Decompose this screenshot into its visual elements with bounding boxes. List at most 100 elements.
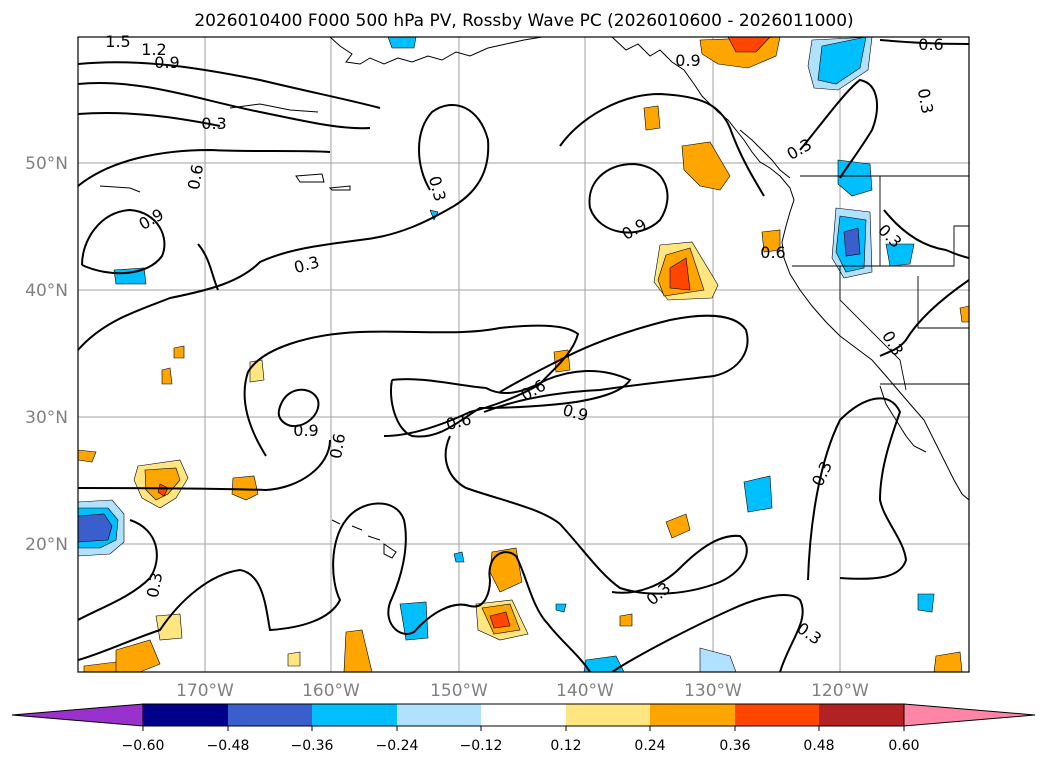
contour-0p3-south	[78, 502, 591, 672]
vancouver-island	[739, 129, 791, 179]
map-area: 1.5 1.2 0.9 0.3 0.6 0.9 0.3 0.3 0.9 0.9 …	[25, 32, 970, 701]
contour-0p6-northeast	[879, 39, 969, 45]
colorbar-segment	[397, 704, 481, 726]
contour-label: 0.6	[760, 243, 785, 262]
coastlines	[99, 37, 969, 559]
pos-anomaly-173w-11n	[115, 639, 161, 672]
aleutian-coast-segment	[99, 185, 141, 193]
colorbar-segment	[819, 704, 904, 726]
contour-0p3-south-east	[611, 594, 804, 672]
contour-label: 0.9	[293, 421, 318, 440]
pos-anomaly-158w-10n	[343, 629, 373, 672]
colorbar-segment	[143, 704, 228, 726]
colorbar-segment	[312, 704, 397, 726]
contour-label: 0.9	[154, 53, 179, 72]
pos-anomaly-172w-mid	[144, 467, 181, 501]
hawaii-islands	[331, 519, 397, 559]
filled-anomalies	[78, 37, 969, 672]
contour-label: 0.9	[675, 51, 700, 70]
longitude-labels: 170°W 160°W 150°W 140°W 130°W 120°W	[176, 681, 869, 701]
contour-0p6-central	[243, 324, 580, 457]
lat-label-20n: 20°N	[25, 535, 68, 555]
neg-anomaly-150w-18n	[453, 551, 465, 563]
pos-anomaly-179w-27n	[78, 449, 97, 463]
contour-1p2	[78, 61, 381, 109]
lon-label-160w: 160°W	[302, 681, 360, 701]
neg-anomaly-114w-15n	[917, 593, 935, 613]
contour-0p9-loop	[588, 162, 669, 234]
neg-anomaly-canada-mid	[817, 37, 867, 85]
pos-anomaly-166w	[231, 475, 259, 501]
colorbar-tick-label: 0.48	[803, 738, 834, 754]
colorbar-segment	[735, 704, 819, 726]
contour-label: 0.3	[201, 114, 226, 133]
lat-label-30n: 30°N	[25, 408, 68, 428]
colorbar-tick-label: −0.48	[207, 738, 250, 754]
lon-label-170w: 170°W	[176, 681, 234, 701]
colorbar-tick-label: 0.36	[719, 738, 750, 754]
neg-anomaly-125w-22n	[743, 475, 773, 513]
pos-anomaly-170w-36n	[173, 345, 185, 359]
pos-anomaly-172w-core	[157, 483, 169, 497]
colorbar: −0.60 −0.48 −0.36 −0.24 −0.12 0.12 0.24 …	[11, 703, 1036, 754]
contour-label: 1.5	[105, 32, 130, 51]
contour-0p3-southeast	[444, 435, 748, 595]
pos-anomaly-113w-10n	[933, 651, 963, 672]
colorbar-segment	[228, 704, 312, 726]
lon-label-150w: 150°W	[430, 681, 488, 701]
pos-anomaly-gulf-alaska-core	[727, 37, 771, 53]
colorbar-tick-label: −0.60	[122, 738, 165, 754]
pos-anomaly-171w-33n	[161, 367, 173, 385]
lon-label-140w: 140°W	[556, 681, 614, 701]
lat-label-50n: 50°N	[25, 154, 68, 174]
map-title: 2026010400 F000 500 hPa PV, Rossby Wave …	[194, 11, 853, 31]
pos-anomaly-137w-14n	[619, 613, 633, 627]
lon-label-120w: 120°W	[811, 681, 869, 701]
colorbar-tick-marks	[142, 726, 905, 731]
colorbar-extend-high	[903, 703, 1036, 727]
pos-anomaly-133w-19n	[665, 513, 691, 539]
pos-anomaly-165w-34n	[249, 359, 265, 383]
pv-contours	[78, 39, 969, 672]
aleutian-islands	[229, 103, 319, 113]
colorbar-tick-label: 0.60	[888, 738, 919, 754]
colorbar-tick-label: −0.12	[460, 738, 503, 754]
contour-label: 0.3	[143, 571, 166, 599]
aleutian-island-b	[328, 185, 351, 191]
contour-0p3-northeast	[559, 92, 765, 197]
neg-anomaly-great-basin-core	[843, 227, 861, 257]
contour-0p9-central	[390, 370, 632, 438]
contour-label: 0.6	[326, 432, 349, 460]
contour-0p6-east	[483, 314, 749, 413]
aleutian-island-a	[295, 173, 325, 183]
contour-0p3-central	[78, 103, 490, 351]
contour-0p9-west	[81, 208, 166, 275]
contour-0p9-southwest	[277, 388, 320, 427]
colorbar-outline	[142, 703, 905, 727]
colorbar-tick-labels: −0.60 −0.48 −0.36 −0.24 −0.12 0.12 0.24 …	[122, 738, 920, 754]
contour-label: 0.3	[914, 87, 937, 115]
borders	[792, 175, 969, 391]
contour-0p3-dip	[197, 243, 219, 291]
state-borders-north	[879, 176, 969, 267]
contour-label: 0.6	[918, 35, 943, 54]
contour-0p3-lower	[78, 439, 331, 492]
pos-anomaly-133w-core	[669, 257, 691, 291]
neg-anomaly-130w-10n	[699, 647, 737, 672]
pos-anomaly-162w-10n	[287, 651, 301, 667]
pos-anomaly-124w-43n	[761, 229, 781, 253]
pos-anomaly-147w-14n-core	[489, 611, 511, 629]
colorbar-segment	[481, 704, 566, 726]
colorbar-segment	[650, 704, 735, 726]
map-frame	[77, 36, 970, 673]
contour-0p3-north	[78, 111, 221, 127]
neg-anomaly-141w-15n	[555, 603, 567, 613]
map-background	[78, 37, 969, 672]
pos-anomaly-135w-53n	[643, 105, 661, 131]
lat-label-40n: 40°N	[25, 281, 68, 301]
colorbar-tick-label: −0.36	[291, 738, 334, 754]
north-america-coast	[611, 37, 969, 501]
contour-0p3-rockies	[883, 209, 969, 259]
contour-0p9-north	[78, 82, 371, 130]
